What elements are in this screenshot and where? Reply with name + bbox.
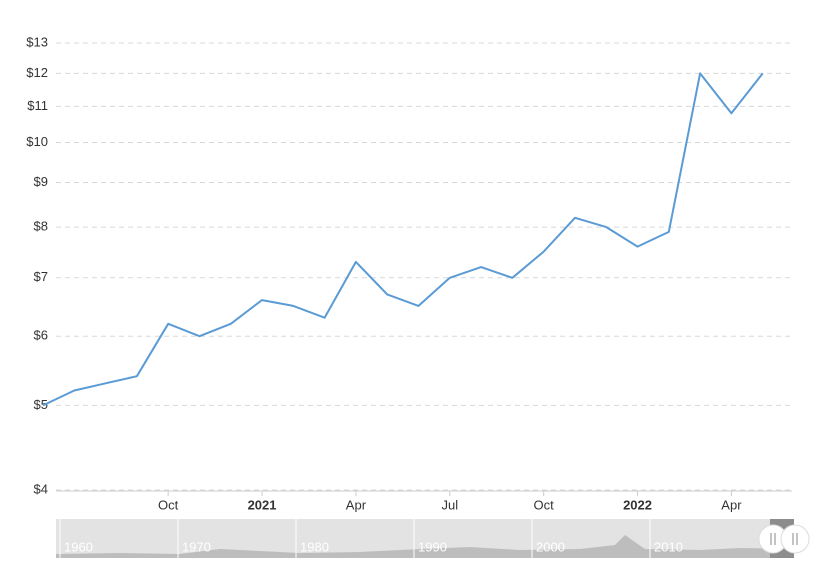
y-tick-label: $13 (26, 34, 48, 49)
x-tick-label: Oct (158, 497, 179, 512)
y-tick-label: $5 (34, 397, 48, 412)
x-tick-label: Jul (441, 497, 458, 512)
y-tick-label: $7 (34, 269, 48, 284)
x-tick-label: 2021 (248, 497, 277, 512)
navigator-label: 1970 (182, 539, 211, 554)
handle-grip (770, 533, 798, 545)
y-tick-label: $11 (27, 98, 48, 113)
x-tick-label: Apr (721, 497, 742, 512)
y-tick-label: $4 (34, 481, 48, 496)
x-tick-label: 2022 (623, 497, 652, 512)
navigator-label: 1980 (300, 539, 329, 554)
navigator-label: 2010 (654, 539, 683, 554)
navigator-label: 2000 (536, 539, 565, 554)
y-tick-label: $9 (34, 174, 48, 189)
x-tick-label: Oct (534, 497, 555, 512)
x-tick-label: Apr (346, 497, 367, 512)
price-line (42, 72, 764, 407)
navigator-label: 1990 (418, 539, 447, 554)
y-tick-label: $6 (34, 328, 48, 343)
y-tick-label: $10 (26, 134, 48, 149)
y-tick-label: $8 (34, 219, 48, 234)
navigator-handle[interactable] (780, 524, 810, 554)
navigator-label: 1960 (64, 539, 93, 554)
navigator-area (56, 535, 794, 558)
plot: $4 $5 $6 $7 $8 $9 $10 $11 $12 $13 Oct 2021 Apr Jul Oct… (26, 34, 792, 558)
y-tick-label: $12 (26, 65, 48, 80)
